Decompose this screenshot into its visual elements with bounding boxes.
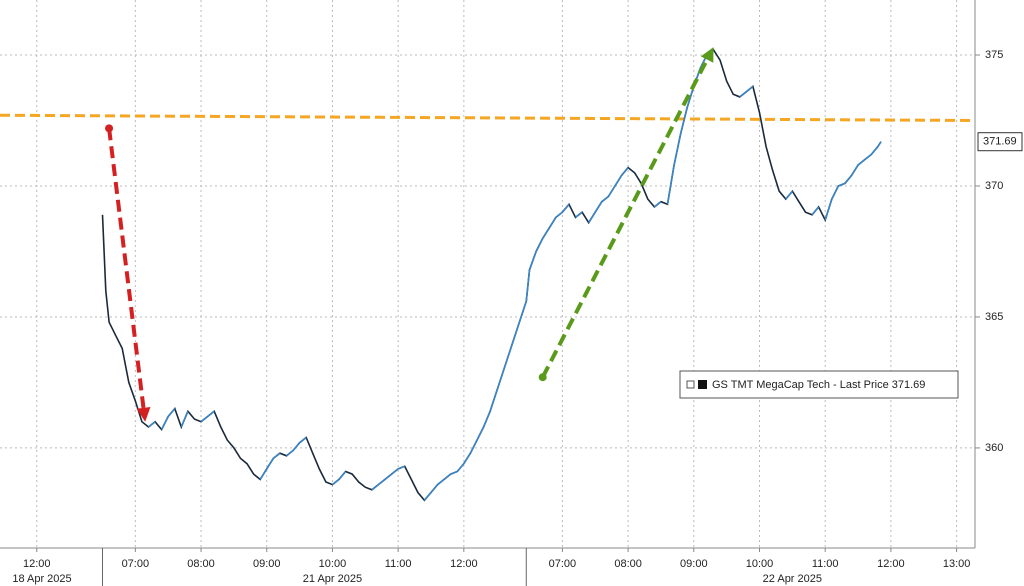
x-tick-label: 12:00 — [450, 558, 478, 570]
up-segment — [561, 203, 570, 213]
up-segment — [535, 238, 544, 252]
date-label: 21 Apr 2025 — [303, 573, 362, 585]
x-tick-label: 08:00 — [187, 558, 215, 570]
up-segment — [739, 91, 747, 98]
up-segment — [601, 195, 609, 203]
up-segment — [653, 201, 662, 208]
date-label: 18 Apr 2025 — [12, 573, 71, 585]
x-tick-label: 12:00 — [23, 558, 51, 570]
legend-box — [679, 370, 959, 399]
up-segment — [838, 182, 846, 187]
up-segment — [745, 85, 754, 93]
up-segment — [299, 436, 307, 444]
up-segment — [292, 442, 301, 452]
up-segment — [200, 415, 209, 423]
legend-icon — [686, 380, 695, 389]
x-tick-label: 09:00 — [253, 558, 281, 570]
x-tick-label: 07:00 — [122, 558, 150, 570]
up-segment — [864, 153, 872, 161]
up-segment — [877, 141, 882, 148]
arrow-head — [700, 47, 714, 63]
up-segment — [850, 164, 859, 176]
up-segment — [831, 185, 840, 200]
up-segment — [588, 211, 596, 224]
arrow-start — [538, 373, 547, 382]
up-segment — [607, 185, 616, 197]
up-segment — [525, 269, 531, 302]
up-segment — [469, 439, 478, 454]
up-segment — [331, 478, 340, 486]
up-segment — [673, 133, 682, 166]
up-segment — [594, 201, 603, 213]
up-segment — [857, 159, 866, 166]
x-tick-label: 11:00 — [812, 558, 839, 570]
arrow-start — [105, 124, 114, 133]
up-segment — [391, 468, 399, 475]
up-segment — [430, 484, 439, 493]
x-tick-label: 10:00 — [746, 558, 774, 570]
up-segment — [285, 449, 294, 457]
up-segment — [785, 190, 793, 200]
x-tick-label: 08:00 — [614, 558, 642, 570]
up-segment — [614, 175, 623, 187]
arrow-shaft — [540, 58, 709, 379]
up-segment — [811, 206, 820, 216]
up-segment — [450, 470, 458, 475]
y-tick-label: 360 — [985, 442, 1003, 454]
legend-label: GS TMT MegaCap Tech - Last Price 371.69 — [712, 379, 925, 391]
x-tick-label: 13:00 — [943, 558, 971, 570]
up-segment — [384, 473, 393, 480]
up-segment — [167, 408, 176, 418]
up-segment — [679, 107, 689, 134]
up-segment — [548, 216, 557, 229]
up-segment — [844, 174, 853, 184]
up-segment — [338, 470, 347, 480]
up-segment — [555, 211, 563, 219]
up-segment — [542, 227, 550, 239]
up-segment — [377, 478, 386, 486]
x-tick-label: 07:00 — [549, 558, 577, 570]
up-segment — [437, 478, 445, 486]
up-segment — [423, 491, 432, 501]
up-segment — [207, 410, 215, 418]
up-segment — [870, 146, 879, 156]
up-segment — [528, 251, 537, 271]
up-segment — [160, 416, 169, 430]
up-segment — [259, 468, 268, 480]
legend-swatch — [698, 380, 707, 389]
y-tick-label: 370 — [985, 180, 1003, 192]
up-segment — [482, 410, 491, 428]
y-tick-label: 375 — [985, 49, 1003, 61]
x-tick-label: 11:00 — [385, 558, 412, 570]
arrow-head — [136, 406, 151, 422]
y-tick-label: 365 — [985, 311, 1003, 323]
last-price-label: 371.69 — [983, 136, 1017, 148]
arrow-shaft — [107, 128, 146, 409]
up-segment — [620, 167, 629, 177]
x-tick-label: 12:00 — [877, 558, 905, 570]
date-label: 22 Apr 2025 — [763, 573, 822, 585]
up-segment — [463, 452, 472, 465]
up-segment — [147, 421, 156, 428]
x-tick-label: 09:00 — [680, 558, 708, 570]
up-segment — [443, 473, 452, 480]
up-segment — [272, 452, 281, 460]
up-segment — [575, 211, 583, 219]
legend: GS TMT MegaCap Tech - Last Price 371.69 — [679, 370, 959, 399]
x-tick-label: 10:00 — [319, 558, 347, 570]
up-segment — [180, 410, 189, 428]
up-segment — [489, 300, 528, 412]
up-segment — [266, 457, 274, 470]
last-price-tag — [977, 132, 1023, 152]
reference-line — [0, 113, 976, 122]
up-segment — [456, 463, 465, 473]
up-segment — [371, 483, 379, 491]
up-segment — [476, 426, 485, 441]
up-segment — [397, 465, 406, 470]
up-segment — [824, 198, 833, 221]
up-segment — [666, 164, 675, 205]
